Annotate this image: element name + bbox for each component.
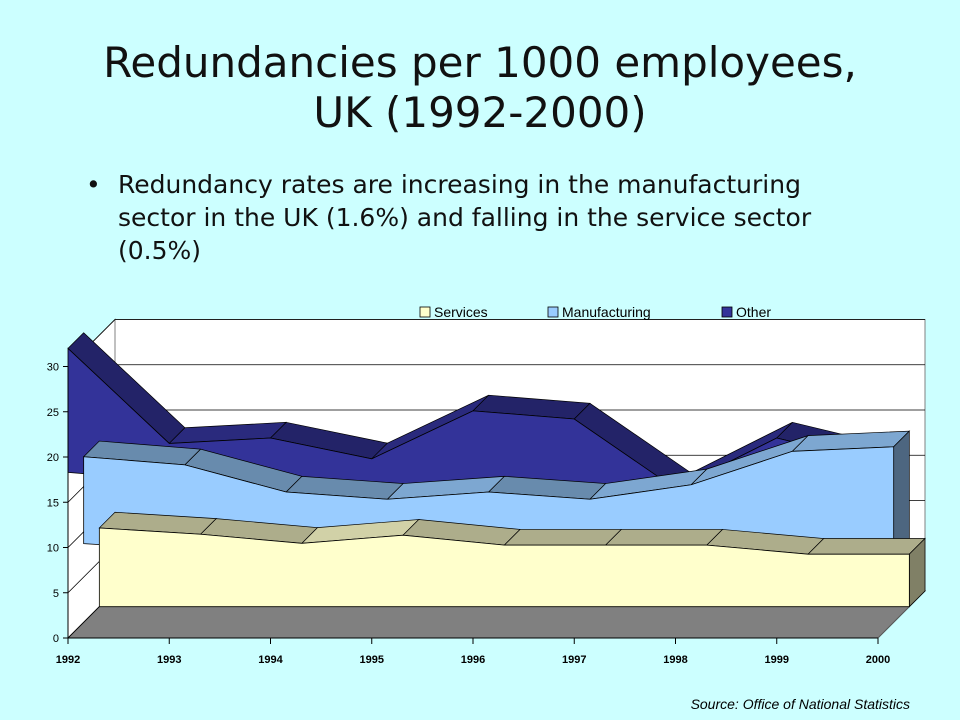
x-tick-label: 1996 [461, 654, 485, 666]
legend-label: Other [736, 304, 771, 320]
bullet-marker: • [86, 170, 101, 199]
legend-item-services: Services [419, 304, 488, 320]
legend-swatch [547, 306, 559, 318]
y-tick-label: 0 [53, 633, 59, 645]
axes: 0 5 10 15 20 25 30 1992 1993 1994 1995 1996 1997 1998… [47, 362, 890, 667]
legend-label: Services [434, 304, 488, 320]
series-top-segment [604, 529, 724, 546]
series-layer-services [98, 511, 926, 608]
y-tick-label: 15 [47, 497, 59, 509]
y-tick-label: 5 [53, 588, 59, 600]
legend: Services Manufacturing Other [419, 304, 771, 320]
bullet-list: • Redundancy rates are increasing in the… [86, 168, 886, 267]
bullet-text: Redundancy rates are increasing in the m… [118, 170, 812, 265]
bullet-item: • Redundancy rates are increasing in the… [86, 168, 886, 267]
y-tick-label: 10 [47, 543, 59, 555]
series-area-services [98, 527, 910, 608]
stacked-area-chart: 0 5 10 15 20 25 30 1992 1993 1994 1995 1996 1997 1998… [47, 304, 927, 667]
series-top-segment [503, 529, 623, 546]
x-tick-label: 1998 [663, 654, 687, 666]
series-areas [67, 332, 926, 608]
title-line-1: Redundancies per 1000 employees, [103, 38, 857, 87]
x-tick-label: 1992 [56, 654, 80, 666]
source-note: Source: Office of National Statistics [690, 696, 910, 712]
x-tick-label: 1993 [157, 654, 181, 666]
x-tick-label: 1997 [562, 654, 586, 666]
x-tick-label: 1995 [360, 654, 384, 666]
title-line-2: UK (1992-2000) [313, 88, 647, 137]
y-tick-label: 25 [47, 407, 59, 419]
slide-title: Redundancies per 1000 employees, UK (199… [0, 38, 960, 138]
legend-item-other: Other [721, 304, 771, 320]
x-tick-label: 1994 [258, 654, 283, 666]
y-tick-label: 30 [47, 362, 59, 374]
legend-swatch [721, 306, 733, 318]
y-tick-label: 20 [47, 452, 59, 464]
legend-item-manufacturing: Manufacturing [547, 304, 651, 320]
legend-label: Manufacturing [562, 304, 651, 320]
legend-swatch [419, 306, 431, 318]
x-tick-label: 2000 [866, 654, 890, 666]
series-top-segment [807, 538, 926, 555]
x-tick-label: 1999 [765, 654, 789, 666]
